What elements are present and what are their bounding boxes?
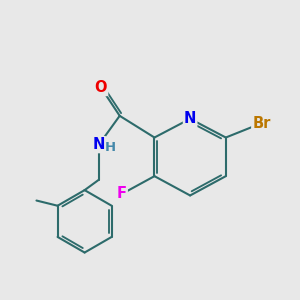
Text: N: N [93, 137, 105, 152]
Text: H: H [105, 141, 116, 154]
Text: O: O [95, 80, 107, 95]
Text: N: N [184, 111, 196, 126]
Text: F: F [117, 187, 127, 202]
Text: Br: Br [252, 116, 271, 131]
